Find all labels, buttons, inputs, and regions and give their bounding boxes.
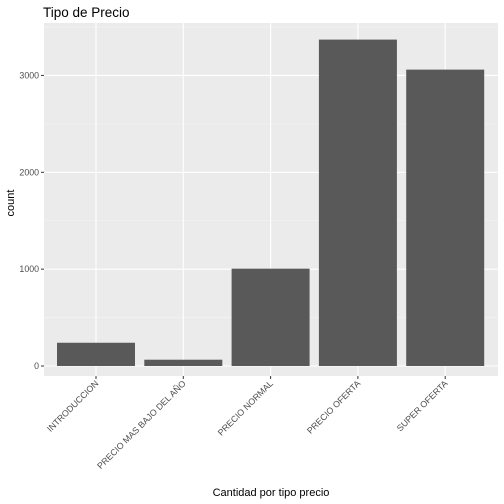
y-tick-label: 2000 — [19, 167, 39, 177]
y-tick-label: 0 — [34, 361, 39, 371]
bar — [231, 268, 310, 366]
x-tick-label: PRECIO MAS BAJO DEL AÑO — [95, 378, 188, 471]
bar — [144, 359, 223, 366]
bar — [318, 39, 397, 366]
x-tick-label: PRECIO OFERTA — [305, 378, 362, 435]
y-axis-title: count — [5, 190, 17, 217]
x-tick-label: SUPER OFERTA — [395, 378, 450, 433]
bar — [406, 69, 485, 367]
bars — [57, 39, 485, 367]
x-tick-label: INTRODUCCION — [45, 378, 100, 433]
y-tick-label: 1000 — [19, 264, 39, 274]
chart-title: Tipo de Precio — [43, 5, 130, 20]
x-axis-title: Cantidad por tipo precio — [213, 487, 330, 499]
y-axis-ticks: 0 1000 2000 3000 — [19, 70, 44, 371]
x-tick-label: PRECIO NORMAL — [216, 378, 275, 437]
bar — [57, 342, 135, 366]
y-tick-label: 3000 — [19, 70, 39, 80]
